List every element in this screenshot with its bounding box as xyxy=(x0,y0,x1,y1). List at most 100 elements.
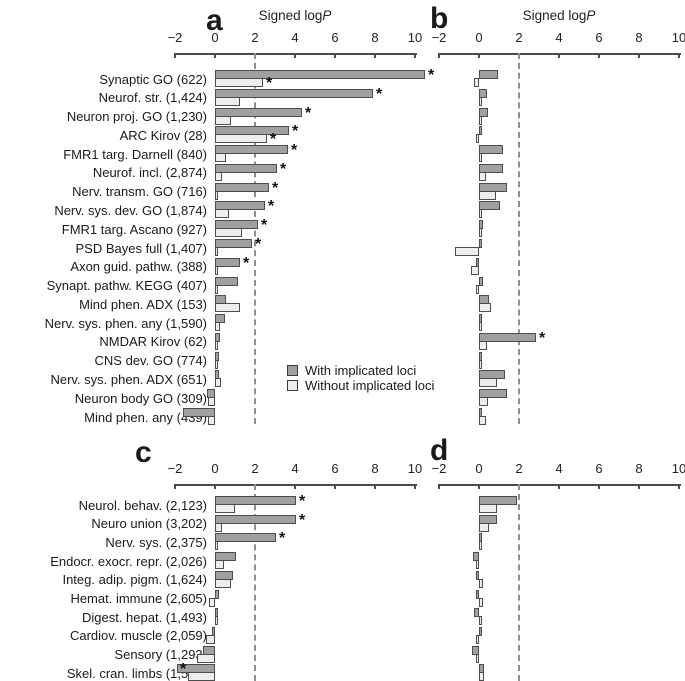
bar-without-implicated-loci xyxy=(215,153,226,163)
bar-with-implicated-loci xyxy=(215,163,277,173)
legend-swatch-without-implicated xyxy=(287,380,298,391)
bar-without-implicated-loci xyxy=(215,96,240,106)
significance-asterisk: * xyxy=(291,142,298,160)
x-axis-tick xyxy=(334,484,336,489)
bar-without-implicated-loci xyxy=(215,190,218,200)
bar-with-implicated-loci xyxy=(215,496,296,505)
significance-asterisk: * xyxy=(270,131,277,149)
category-label: CNS dev. GO (774) xyxy=(94,353,207,369)
bar-without-implicated-loci xyxy=(479,209,482,219)
x-axis-tick xyxy=(478,484,480,489)
bar-with-implicated-loci xyxy=(215,145,288,155)
significance-threshold-line xyxy=(518,484,520,681)
significance-asterisk: * xyxy=(428,67,435,84)
category-label: Neuron body GO (309) xyxy=(74,390,207,406)
bar-with-implicated-loci xyxy=(183,408,215,418)
x-axis-tick xyxy=(638,53,640,58)
x-axis-tick xyxy=(438,484,440,489)
bar-without-implicated-loci xyxy=(215,247,218,257)
bar-without-implicated-loci xyxy=(215,115,231,125)
x-tick-label: 4 xyxy=(555,461,563,476)
significance-asterisk: * xyxy=(272,179,279,197)
x-axis-tick xyxy=(214,53,216,58)
x-tick-label: 2 xyxy=(251,30,259,45)
bar-with-implicated-loci xyxy=(479,389,507,399)
axis-title-signed-logp: Signed logP xyxy=(258,8,332,23)
x-tick-label: 0 xyxy=(211,30,219,45)
bar-without-implicated-loci xyxy=(215,322,220,332)
x-tick-label: 8 xyxy=(635,461,643,476)
category-label: Hemat. immune (2,605) xyxy=(70,591,207,606)
bar-with-implicated-loci xyxy=(215,533,276,543)
category-label: Nerv. transm. GO (716) xyxy=(72,184,207,200)
bar-with-implicated-loci xyxy=(474,608,479,618)
bar-without-implicated-loci xyxy=(215,578,231,588)
bar-without-implicated-loci xyxy=(215,522,222,532)
category-label: Neurof. str. (1,424) xyxy=(98,90,207,106)
bar-without-implicated-loci xyxy=(479,672,484,681)
bar-without-implicated-loci xyxy=(215,616,218,626)
bar-with-implicated-loci xyxy=(215,239,252,249)
x-tick-label: 6 xyxy=(331,30,339,45)
bar-without-implicated-loci xyxy=(215,171,222,181)
bar-without-implicated-loci xyxy=(208,416,215,426)
x-axis-tick xyxy=(638,484,640,489)
x-axis-tick xyxy=(558,53,560,58)
x-axis-tick xyxy=(294,53,296,58)
bar-without-implicated-loci xyxy=(479,616,482,626)
x-tick-label: 10 xyxy=(671,461,685,476)
category-label: Mind phen. ADX (153) xyxy=(79,296,207,312)
category-label: Neurof. incl. (2,874) xyxy=(92,165,207,181)
category-label: Nerv. sys. dev. GO (1,874) xyxy=(54,202,207,218)
bar-without-implicated-loci xyxy=(471,265,479,275)
significance-asterisk: * xyxy=(299,493,306,510)
legend-item-with: With implicated loci xyxy=(287,364,432,378)
x-axis-tick xyxy=(438,53,440,58)
panel-letter-c: c xyxy=(135,436,152,469)
significance-asterisk: * xyxy=(299,511,306,529)
significance-asterisk: * xyxy=(255,236,262,254)
category-label: Nerv. sys. (2,375) xyxy=(105,534,207,550)
bar-without-implicated-loci xyxy=(474,78,479,87)
bar-with-implicated-loci xyxy=(215,107,302,117)
bar-with-implicated-loci xyxy=(215,257,240,267)
category-label: ARC Kirov (28) xyxy=(119,127,207,143)
bar-without-implicated-loci xyxy=(479,397,488,407)
x-axis-tick xyxy=(478,53,480,58)
bar-without-implicated-loci xyxy=(479,190,496,200)
bar-without-implicated-loci xyxy=(215,303,240,313)
legend-item-without: Without implicated loci xyxy=(287,379,447,393)
legend-label-with-implicated: With implicated loci xyxy=(305,363,417,378)
category-label: Integ. adip. pigm. (1,624) xyxy=(62,572,207,588)
panel-letter-a: a xyxy=(206,4,223,37)
x-tick-label: 6 xyxy=(331,461,339,476)
bar-without-implicated-loci xyxy=(209,597,215,607)
category-label: FMR1 targ. Darnell (840) xyxy=(63,146,207,162)
bar-without-implicated-loci xyxy=(476,560,479,570)
x-tick-label: 8 xyxy=(371,461,379,476)
x-axis-tick xyxy=(174,53,176,58)
bar-with-implicated-loci xyxy=(479,332,536,342)
bar-with-implicated-loci xyxy=(479,107,488,117)
x-axis-tick xyxy=(598,53,600,58)
x-axis-tick xyxy=(598,484,600,489)
bar-without-implicated-loci xyxy=(215,228,242,238)
panel-letter-b: b xyxy=(430,2,449,35)
bar-without-implicated-loci xyxy=(215,265,218,275)
bar-without-implicated-loci xyxy=(215,504,235,513)
category-label: Nerv. sys. phen. ADX (651) xyxy=(50,371,207,387)
x-tick-label: 4 xyxy=(555,30,563,45)
bar-with-implicated-loci xyxy=(479,201,500,211)
x-axis-line xyxy=(439,484,681,486)
bar-without-implicated-loci xyxy=(188,672,215,681)
bar-without-implicated-loci xyxy=(215,284,218,294)
x-tick-label: −2 xyxy=(167,30,183,45)
x-axis-tick xyxy=(678,53,680,58)
bar-without-implicated-loci xyxy=(479,96,482,106)
significance-asterisk: * xyxy=(180,661,187,679)
significance-asterisk: * xyxy=(243,254,250,272)
x-axis-line xyxy=(175,484,417,486)
x-tick-label: 6 xyxy=(595,461,603,476)
bar-without-implicated-loci xyxy=(476,134,479,144)
category-label: Skel. cran. limbs (1,588) xyxy=(66,665,207,681)
